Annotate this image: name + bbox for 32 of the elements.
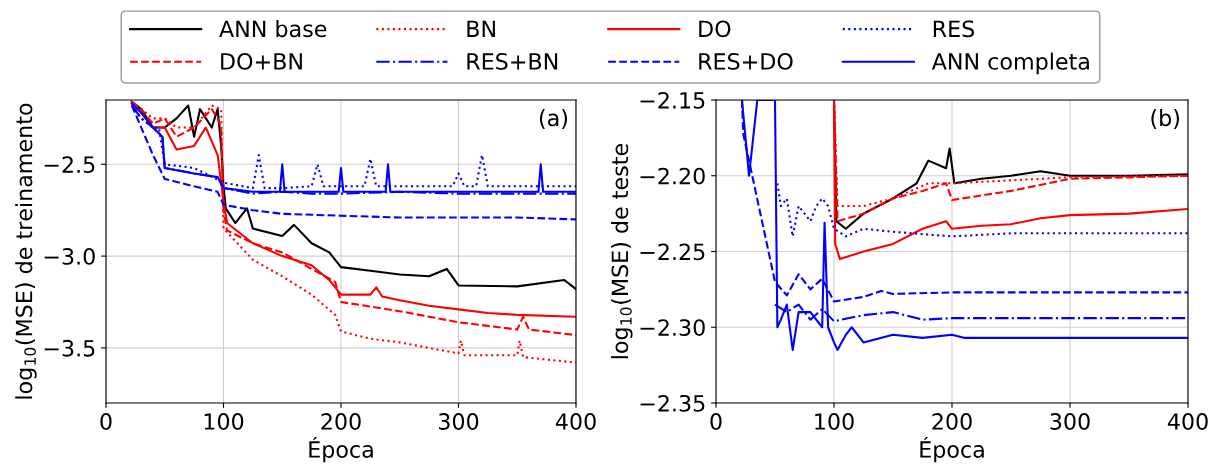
legend-label: ANN base	[219, 20, 327, 38]
x-tick-label: 400	[1167, 413, 1208, 430]
y-tick-label: −2.20	[640, 167, 705, 185]
x-tick-label: 200	[321, 413, 361, 430]
x-tick-label: 400	[555, 413, 596, 430]
legend-label: RES+DO	[699, 53, 793, 70]
legend-label: DO	[699, 20, 731, 38]
y-tick-label: −2.25	[640, 243, 705, 261]
y-tick-label: −3.0	[44, 248, 95, 265]
x-axis-title: Época	[309, 437, 373, 463]
annotation: (a)	[539, 109, 568, 129]
x-axis-title: Época	[920, 437, 984, 463]
x-tick-label: 300	[438, 413, 479, 430]
annotation: (b)	[1151, 109, 1180, 129]
legend-label: ANN completa	[931, 52, 1089, 75]
x-tick-label: 100	[815, 413, 854, 430]
y-tick-label: −3.5	[44, 339, 95, 357]
y-tick-label: −2.15	[640, 91, 705, 109]
legend-label: RES	[933, 20, 975, 38]
y-axis-title: log$_{10}$(MSE) de treinamento	[15, 103, 37, 399]
y-tick-label: −2.30	[640, 319, 705, 337]
x-tick-label: 0	[100, 413, 112, 430]
x-tick-label: 200	[932, 413, 972, 430]
y-tick-label: −2.35	[640, 394, 705, 412]
x-tick-label: 0	[710, 413, 722, 430]
y-axis-title: log$_{10}$(MSE) de teste	[611, 144, 633, 359]
legend-label: DO+BN	[221, 53, 302, 70]
y-tick-label: −2.5	[44, 156, 95, 174]
legend-label: BN	[467, 20, 495, 37]
x-tick-label: 300	[1050, 413, 1090, 430]
legend-label: RES+BN	[467, 53, 558, 70]
x-tick-label: 100	[204, 413, 244, 430]
